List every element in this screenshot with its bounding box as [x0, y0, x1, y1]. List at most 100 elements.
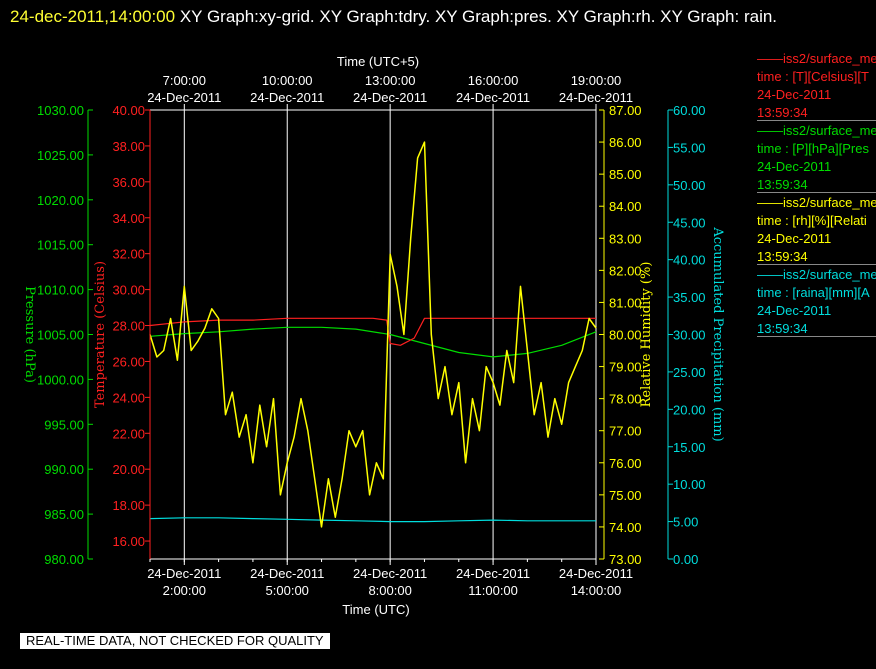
legend-line1: ——iss2/surface_me: [757, 195, 876, 210]
top-tick-time: 13:00:00: [365, 73, 416, 88]
legend-line1: ——iss2/surface_me: [757, 123, 876, 138]
legend-separator: [757, 336, 876, 337]
legend-line1: ——iss2/surface_me: [757, 267, 876, 282]
legend-line2: time : [T][Celsius][T: [757, 69, 869, 84]
pressure-tick-label: 990.00: [44, 462, 84, 477]
pressure-tick-label: 1005.00: [37, 328, 84, 343]
rain-tick-label: 0.00: [673, 552, 698, 567]
humidity-tick-label: 83.00: [609, 231, 642, 246]
bottom-tick-date: 24-Dec-2011: [250, 566, 324, 581]
legend-line3: 24-Dec-2011: [757, 87, 832, 102]
pressure-tick-label: 1015.00: [37, 238, 84, 253]
pressure-tick-label: 980.00: [44, 552, 84, 567]
legend-line2: time : [raina][mm][A: [757, 285, 870, 300]
temperature-tick-label: 34.00: [112, 211, 145, 226]
rain-tick-label: 20.00: [673, 402, 706, 417]
humidity-tick-label: 80.00: [609, 328, 642, 343]
rain-tick-label: 5.00: [673, 515, 698, 530]
legend-line3: 24-Dec-2011: [757, 159, 832, 174]
rain-tick-label: 30.00: [673, 328, 706, 343]
temperature-tick-label: 38.00: [112, 139, 145, 154]
pressure-tick-label: 995.00: [44, 417, 84, 432]
header-title: 24-dec-2011,14:00:00 XY Graph:xy-grid. X…: [10, 2, 870, 32]
rain-tick-label: 60.00: [673, 103, 706, 118]
temperature-tick-label: 26.00: [112, 354, 145, 369]
temperature-tick-label: 28.00: [112, 319, 145, 334]
temperature-tick-label: 18.00: [112, 498, 145, 513]
temperature-tick-label: 20.00: [112, 462, 145, 477]
top-tick-time: 16:00:00: [468, 73, 519, 88]
rain-tick-label: 25.00: [673, 365, 706, 380]
temperature-tick-label: 30.00: [112, 283, 145, 298]
rain-tick-label: 45.00: [673, 215, 706, 230]
temperature-tick-label: 36.00: [112, 175, 145, 190]
legend-line3: 24-Dec-2011: [757, 303, 832, 318]
pressure-axis-label: Pressure (hPa): [22, 286, 37, 383]
humidity-tick-label: 82.00: [609, 263, 642, 278]
humidity-tick-label: 81.00: [609, 295, 642, 310]
top-tick-time: 7:00:00: [163, 73, 206, 88]
temperature-axis-label: Temperature (Celsius): [93, 261, 108, 408]
header-graph-list: XY Graph:xy-grid. XY Graph:tdry. XY Grap…: [179, 7, 778, 26]
plot-frame: [149, 109, 597, 560]
rain-tick-label: 35.00: [673, 290, 706, 305]
quality-banner: REAL-TIME DATA, NOT CHECKED FOR QUALITY: [20, 633, 330, 649]
rain-tick-label: 50.00: [673, 178, 706, 193]
bottom-tick-time: 2:00:00: [163, 583, 206, 598]
axes-layer: 24-Dec-2011 2:00:00 24-Dec-2011 5:00:00 24-D…: [37, 73, 706, 598]
series-line-pressure: [149, 326, 597, 358]
pressure-tick-label: 1000.00: [37, 372, 84, 387]
series-line-humidity: [149, 141, 597, 528]
legend-separator: [757, 192, 876, 193]
humidity-tick-label: 74.00: [609, 520, 642, 535]
top-tick-date: 24-Dec-2011: [456, 90, 530, 105]
top-axis-label: Time (UTC+5): [337, 54, 419, 69]
legend-line4: 13:59:34: [757, 177, 808, 192]
temperature-tick-label: 16.00: [112, 534, 145, 549]
humidity-tick-label: 77.00: [609, 424, 642, 439]
top-tick-date: 24-Dec-2011: [353, 90, 427, 105]
legend-line4: 13:59:34: [757, 249, 808, 264]
humidity-tick-label: 78.00: [609, 392, 642, 407]
series-line-rain: [149, 517, 596, 523]
humidity-axis-label: Relative Humidity (%): [639, 262, 654, 408]
pressure-tick-label: 1010.00: [37, 283, 84, 298]
bottom-axis-label: Time (UTC): [342, 602, 409, 617]
bottom-tick-date: 24-Dec-2011: [559, 566, 633, 581]
pressure-tick-label: 985.00: [44, 507, 84, 522]
bottom-tick-time: 8:00:00: [368, 583, 411, 598]
header-timestamp: 24-dec-2011,14:00:00: [10, 7, 176, 26]
humidity-tick-label: 87.00: [609, 103, 642, 118]
legend-line4: 13:59:34: [757, 321, 808, 336]
series-layer: [149, 141, 597, 528]
top-tick-time: 10:00:00: [262, 73, 313, 88]
temperature-tick-label: 32.00: [112, 247, 145, 262]
legend-line4: 13:59:34: [757, 105, 808, 120]
humidity-tick-label: 73.00: [609, 552, 642, 567]
temperature-tick-label: 22.00: [112, 426, 145, 441]
bottom-tick-time: 14:00:00: [571, 583, 622, 598]
bottom-tick-date: 24-Dec-2011: [456, 566, 530, 581]
rain-tick-label: 40.00: [673, 253, 706, 268]
top-tick-date: 24-Dec-2011: [250, 90, 324, 105]
pressure-tick-label: 1025.00: [37, 148, 84, 163]
bottom-tick-time: 11:00:00: [468, 583, 518, 598]
temperature-tick-label: 24.00: [112, 390, 145, 405]
legend-line2: time : [P][hPa][Pres: [757, 141, 869, 156]
temperature-tick-label: 40.00: [112, 103, 145, 118]
humidity-tick-label: 79.00: [609, 360, 642, 375]
pressure-tick-label: 1030.00: [37, 103, 84, 118]
legend-line1: ——iss2/surface_me: [757, 51, 876, 66]
rain-tick-label: 55.00: [673, 140, 706, 155]
bottom-tick-date: 24-Dec-2011: [147, 566, 221, 581]
rain-axis-label: Accumulated Precipitation (mm): [710, 226, 725, 441]
pressure-tick-label: 1020.00: [37, 193, 84, 208]
top-tick-date: 24-Dec-2011: [147, 90, 221, 105]
legend-separator: [757, 120, 876, 121]
humidity-tick-label: 85.00: [609, 167, 642, 182]
humidity-tick-label: 75.00: [609, 488, 642, 503]
